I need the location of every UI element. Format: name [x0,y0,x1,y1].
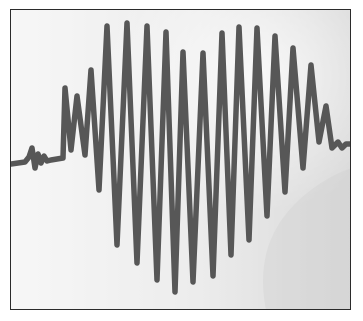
heart-waveform-illustration [11,10,350,309]
heart-waveform [11,20,350,295]
background-shadow [263,168,350,309]
image-frame [10,9,351,310]
